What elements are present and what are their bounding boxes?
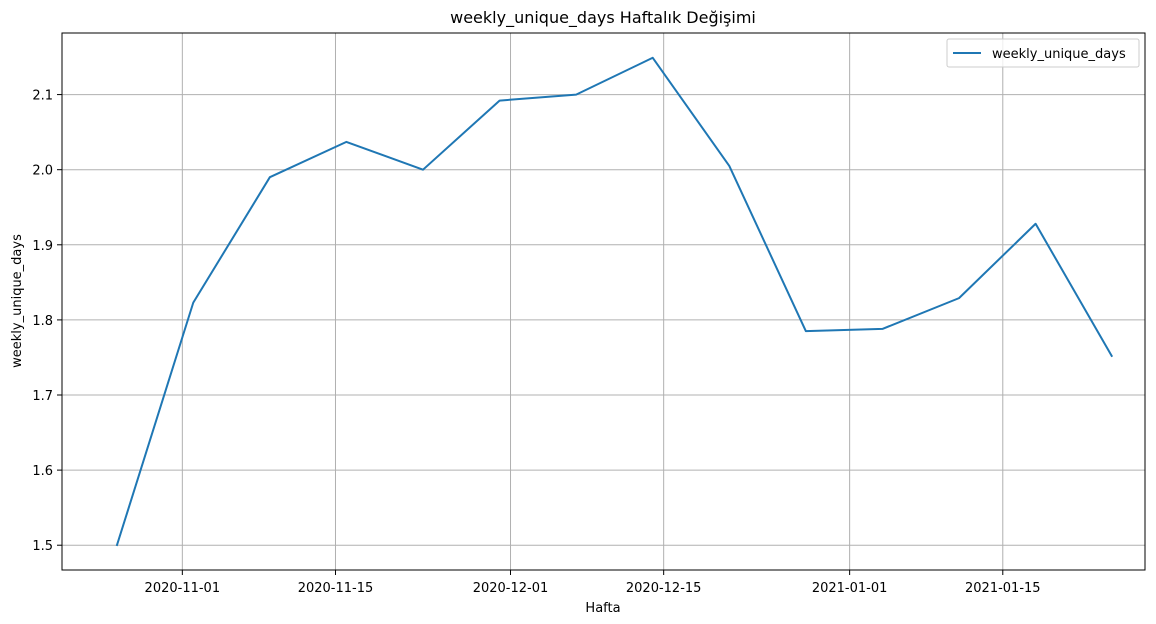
x-tick-label: 2020-12-15	[626, 581, 702, 596]
y-tick-label: 1.5	[32, 539, 53, 554]
x-tick-label: 2021-01-15	[965, 581, 1041, 596]
grid-lines	[62, 33, 1145, 570]
y-tick-label: 1.7	[32, 389, 53, 404]
y-tick-label: 1.8	[32, 314, 53, 329]
y-tick-label: 2.1	[32, 89, 53, 104]
series-layer	[115, 56, 1114, 547]
x-tick-label: 2020-11-01	[145, 581, 221, 596]
y-tick-label: 1.9	[32, 239, 53, 254]
x-tick-label: 2020-12-01	[473, 581, 549, 596]
x-tick-label: 2021-01-01	[812, 581, 888, 596]
legend: weekly_unique_days	[946, 38, 1140, 68]
x-axis-label: Hafta	[585, 601, 620, 616]
plot-area-frame	[61, 32, 1146, 571]
y-tick-label: 1.6	[32, 464, 53, 479]
legend-label: weekly_unique_days	[992, 47, 1126, 62]
legend-box	[946, 38, 1140, 68]
axis-ticks: 2020-11-01 2020-11-15 2020-12-01 2020-12-15…	[32, 89, 1040, 596]
y-axis-label: weekly_unique_days	[10, 234, 25, 368]
y-tick-label: 2.0	[32, 164, 53, 179]
x-tick-label: 2020-11-15	[298, 581, 374, 596]
chart-title: weekly_unique_days Haftalık Değişimi	[450, 8, 756, 28]
series-line-weekly_unique_days	[115, 56, 1114, 547]
